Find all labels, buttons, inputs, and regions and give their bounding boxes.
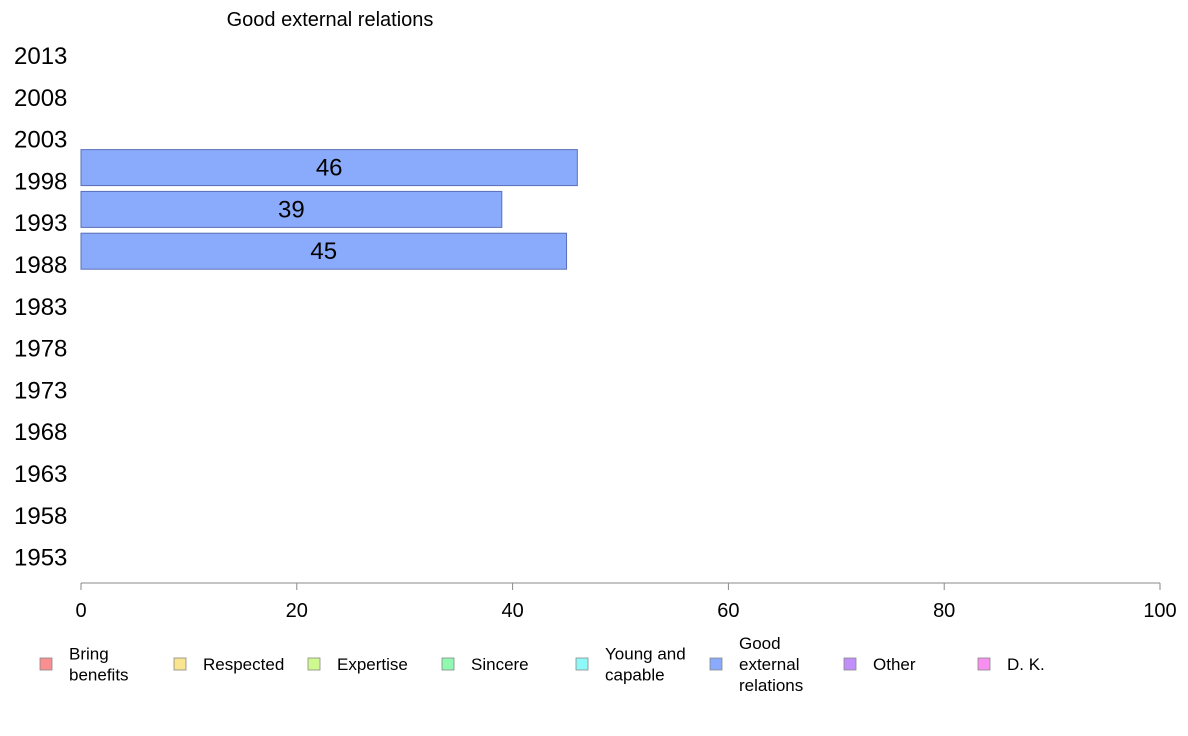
legend-item: Good external relations	[709, 634, 803, 695]
bar	[80, 149, 578, 187]
legend-item: Young and capable	[575, 645, 686, 685]
legend-label: Young and capable	[605, 645, 686, 685]
legend-item: Respected	[173, 655, 284, 674]
legend-item: Sincere	[441, 655, 529, 674]
legend-label: D. K.	[1007, 655, 1045, 674]
legend-label: Sincere	[471, 655, 529, 674]
legend-swatch	[173, 657, 187, 671]
y-tick-label: 2003	[14, 127, 67, 154]
y-tick-label: 1978	[14, 336, 67, 363]
legend-label: Bring benefits	[69, 645, 129, 685]
data-label: 45	[310, 238, 337, 265]
x-tick-label: 80	[933, 600, 955, 622]
x-tick-label: 0	[75, 600, 86, 622]
legend-label: Expertise	[337, 655, 408, 674]
y-tick-label: 2013	[14, 43, 67, 70]
legend-swatch	[575, 657, 589, 671]
bar	[80, 232, 568, 270]
legend-item: D. K.	[977, 655, 1045, 674]
legend-swatch	[307, 657, 321, 671]
y-tick-label: 2008	[14, 85, 67, 112]
data-label: 39	[278, 196, 305, 223]
legend-swatch	[843, 657, 857, 671]
legend-swatch	[441, 657, 455, 671]
y-tick-label: 1953	[14, 545, 67, 572]
legend-swatch	[39, 657, 53, 671]
x-tick-label: 60	[717, 600, 739, 622]
x-tick-label: 100	[1143, 600, 1176, 622]
y-tick-label: 1988	[14, 252, 67, 279]
legend-item: Other	[843, 655, 916, 674]
legend-label: Good external relations	[739, 634, 803, 695]
y-tick-label: 1958	[14, 503, 67, 530]
chart-title: Good external relations	[227, 9, 434, 31]
legend-item: Expertise	[307, 655, 408, 674]
legend-item: Bring benefits	[39, 645, 129, 685]
legend-label: Respected	[203, 655, 284, 674]
data-label: 46	[316, 155, 343, 182]
y-tick-label: 1973	[14, 377, 67, 404]
y-tick-label: 1968	[14, 419, 67, 446]
legend-swatch	[709, 657, 723, 671]
legend-swatch	[977, 657, 991, 671]
bar	[80, 190, 503, 228]
y-tick-label: 1993	[14, 210, 67, 237]
x-tick-label: 20	[286, 600, 308, 622]
y-tick-label: 1983	[14, 294, 67, 321]
y-tick-label: 1998	[14, 168, 67, 195]
legend-label: Other	[873, 655, 916, 674]
x-tick-label: 40	[501, 600, 523, 622]
y-tick-label: 1963	[14, 461, 67, 488]
